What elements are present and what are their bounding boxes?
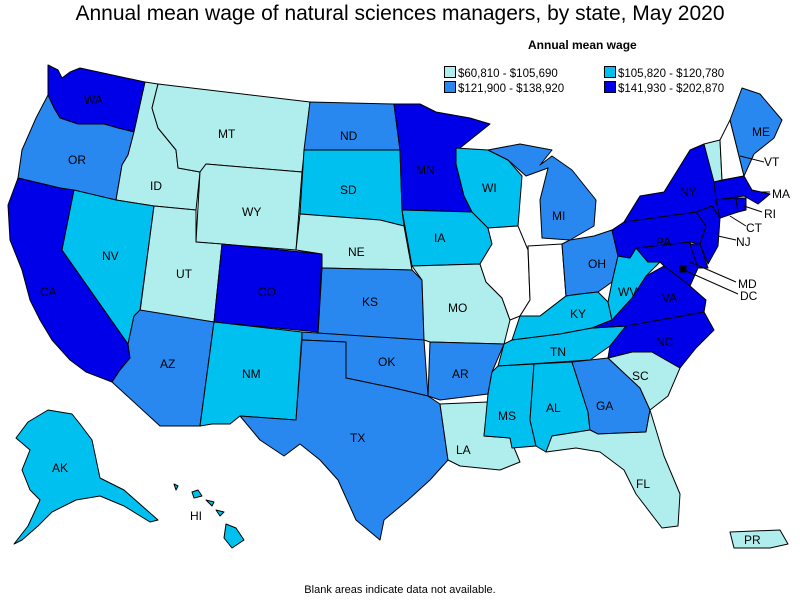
label-ct: CT	[746, 221, 763, 235]
label-ny: NY	[680, 185, 697, 199]
leader-line-vt	[739, 155, 765, 163]
legend-label-1: $60,810 - $105,690	[458, 68, 558, 80]
label-pr: PR	[744, 533, 761, 547]
legend-swatch-2	[604, 66, 616, 78]
label-fl: FL	[636, 477, 650, 491]
state-tx[interactable]	[239, 339, 449, 541]
label-wi: WI	[482, 181, 497, 195]
state-me[interactable]	[729, 87, 783, 177]
legend-item-2: $105,820 - $120,780	[604, 66, 724, 80]
label-ri: RI	[764, 207, 776, 221]
label-ut: UT	[176, 267, 193, 281]
label-mi: MI	[552, 209, 565, 223]
label-va: VA	[662, 291, 677, 305]
state-mi[interactable]	[487, 143, 597, 241]
legend-label-2: $105,820 - $120,780	[618, 68, 725, 80]
label-nc: NC	[656, 335, 674, 349]
leader-line-nj	[717, 235, 737, 241]
label-sc: SC	[632, 369, 649, 383]
label-wv: WV	[618, 285, 637, 299]
state-il[interactable]	[479, 225, 531, 321]
legend-item-4: $141,930 - $202,870	[604, 81, 724, 95]
legend-title: Annual mean wage	[528, 38, 637, 52]
label-ms: MS	[498, 409, 516, 423]
label-mo: MO	[448, 301, 467, 315]
legend-label-3: $121,900 - $138,920	[458, 83, 565, 95]
label-ne: NE	[348, 245, 365, 259]
state-de[interactable]	[689, 243, 709, 269]
label-wy: WY	[242, 205, 261, 219]
label-wa: WA	[84, 93, 103, 107]
label-sd: SD	[340, 183, 357, 197]
label-ma: MA	[772, 187, 790, 201]
label-nj: NJ	[736, 235, 751, 249]
label-ia: IA	[434, 231, 445, 245]
legend: Annual mean wage $60,810 - $105,690 $105…	[432, 38, 762, 98]
state-fl[interactable]	[545, 409, 681, 529]
leader-line-md	[689, 261, 737, 283]
legend-item-1: $60,810 - $105,690	[444, 66, 558, 80]
leader-line-ct	[729, 215, 747, 227]
label-la: LA	[456, 443, 471, 457]
label-ar: AR	[452, 367, 469, 381]
state-pr[interactable]	[729, 529, 789, 549]
state-ak[interactable]	[13, 409, 159, 545]
footnote: Blank areas indicate data not available.	[304, 584, 496, 596]
leader-line-dc	[683, 269, 739, 295]
label-mn: MN	[416, 163, 435, 177]
label-al: AL	[546, 401, 561, 415]
label-hi: HI	[190, 509, 202, 523]
label-nv: NV	[102, 249, 119, 263]
dc-marker	[680, 266, 686, 272]
legend-label-4: $141,930 - $202,870	[618, 83, 725, 95]
label-md: MD	[738, 277, 757, 291]
legend-swatch-1	[444, 66, 456, 78]
label-ok: OK	[378, 355, 395, 369]
legend-swatch-3	[444, 81, 456, 93]
label-tn: TN	[550, 345, 566, 359]
page-title: Annual mean wage of natural sciences man…	[75, 2, 725, 25]
leader-line-ri	[743, 205, 763, 213]
legend-swatch-4	[604, 81, 616, 93]
label-nm: NM	[242, 367, 261, 381]
label-oh: OH	[588, 257, 606, 271]
label-tx: TX	[350, 431, 365, 445]
label-or: OR	[68, 153, 86, 167]
label-ky: KY	[570, 307, 586, 321]
label-dc: DC	[740, 289, 758, 303]
label-nd: ND	[340, 129, 358, 143]
label-ks: KS	[362, 295, 378, 309]
state-ct[interactable]	[715, 197, 739, 219]
label-mt: MT	[218, 127, 236, 141]
legend-item-3: $121,900 - $138,920	[444, 81, 564, 95]
state-ri[interactable]	[735, 197, 747, 213]
label-ca: CA	[40, 285, 57, 299]
label-az: AZ	[160, 357, 175, 371]
label-ak: AK	[52, 461, 68, 475]
label-ga: GA	[596, 399, 613, 413]
label-pa: PA	[656, 235, 671, 249]
label-co: CO	[258, 285, 276, 299]
label-id: ID	[150, 179, 162, 193]
label-vt: VT	[764, 155, 780, 169]
state-ms[interactable]	[483, 363, 537, 449]
state-hi[interactable]	[173, 483, 245, 549]
label-me: ME	[752, 125, 770, 139]
